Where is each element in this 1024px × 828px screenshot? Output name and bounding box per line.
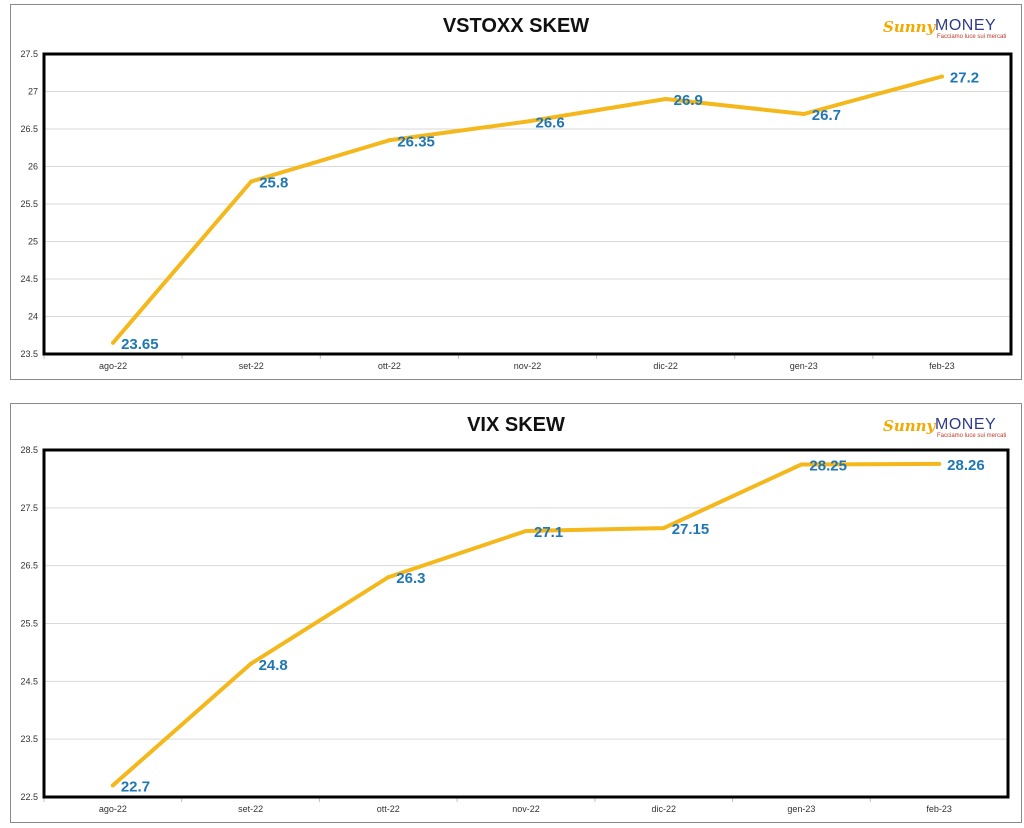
y-tick-label: 25.5: [20, 619, 38, 629]
data-label: 26.9: [674, 92, 703, 109]
data-label: 23.65: [121, 336, 159, 353]
data-label: 28.25: [809, 457, 847, 474]
data-point: [663, 97, 668, 101]
x-tick-label: feb-23: [926, 804, 952, 814]
x-tick-label: ago-22: [99, 804, 127, 814]
y-tick-label: 25: [28, 237, 38, 247]
data-point: [937, 461, 942, 466]
data-point: [249, 179, 254, 184]
logo-brand-right: MONEY: [935, 416, 997, 433]
y-tick-label: 24: [28, 312, 38, 322]
data-label: 26.3: [396, 570, 425, 587]
y-tick-label: 25.5: [20, 199, 38, 209]
vix-line-chart: 22.5 23.5 24.5 25.5 26.5 27.5 28.5 ago-22 set-22…: [20, 445, 1010, 814]
logo-brand-right: MONEY: [935, 17, 997, 34]
x-tick-label: ott-22: [378, 361, 401, 371]
sunny-money-logo: Sunny MONEY Facciamo luce sui mercati: [883, 416, 1007, 442]
data-label: 28.26: [947, 457, 985, 474]
y-tick-label: 27.5: [20, 503, 38, 513]
data-point: [524, 528, 528, 533]
data-label: 24.8: [259, 657, 288, 674]
y-tick-label: 24.5: [20, 274, 38, 284]
vix-chart-panel: VIX SKEW Sunny MONEY Facciamo luce sui m…: [10, 403, 1022, 823]
y-tick-label: 26: [28, 162, 38, 172]
vstoxx-chart-panel: VSTOXX SKEW Sunny MONEY Facciamo luce su…: [10, 4, 1022, 380]
y-tick-label: 24.5: [20, 676, 38, 686]
data-point: [110, 783, 115, 788]
y-tick-label: 28.5: [20, 445, 38, 455]
plot-area-border: [42, 448, 1010, 799]
data-point: [111, 340, 116, 345]
y-tick-label: 26.5: [20, 124, 38, 134]
data-label: 26.6: [536, 115, 565, 132]
x-tick-label: nov-22: [514, 361, 542, 371]
y-tick-label: 22.5: [20, 792, 38, 802]
data-label: 27.1: [534, 524, 563, 541]
vstoxx-line-chart: 23.5 24 24.5 25 25.5 26 26.5 27 27.5 ago-22 set-22…: [20, 49, 1013, 371]
chart-title: VIX SKEW: [467, 414, 565, 436]
series-line: [110, 461, 942, 788]
data-label: 25.8: [259, 175, 288, 192]
y-tick-label: 23.5: [20, 349, 38, 359]
x-tick-label: ott-22: [377, 804, 400, 814]
sunny-money-logo: Sunny MONEY Facciamo luce sui mercati: [883, 17, 1007, 43]
plot-area-border: [42, 52, 1013, 356]
x-tick-label: set-22: [239, 361, 264, 371]
data-point: [248, 661, 253, 666]
data-point: [386, 575, 391, 580]
data-point: [801, 112, 806, 116]
x-tick-label: nov-22: [512, 804, 540, 814]
chart-title: VSTOXX SKEW: [442, 15, 590, 37]
x-tick-label: set-22: [238, 804, 263, 814]
logo-tagline: Facciamo luce sui mercati: [937, 433, 1007, 439]
x-tick-label: dic-22: [651, 804, 676, 814]
logo-brand-left: Sunny: [883, 18, 936, 36]
data-point: [661, 526, 666, 531]
y-tick-label: 26.5: [20, 561, 38, 571]
data-label: 26.35: [397, 133, 435, 150]
y-tick-label: 27.5: [20, 49, 38, 59]
y-tick-label: 27: [28, 87, 38, 97]
x-tick-label: ago-22: [99, 361, 127, 371]
y-tick-label: 23.5: [20, 734, 38, 744]
logo-tagline: Facciamo luce sui mercati: [937, 34, 1007, 40]
data-label: 26.7: [812, 107, 841, 124]
data-label: 27.15: [672, 521, 710, 538]
data-point: [525, 119, 530, 124]
data-label: 22.7: [121, 778, 150, 795]
data-point: [799, 462, 804, 467]
x-tick-label: gen-23: [790, 361, 818, 371]
logo-brand-left: Sunny: [883, 417, 936, 435]
x-tick-label: dic-22: [653, 361, 678, 371]
data-label: 27.2: [950, 70, 979, 87]
data-point: [387, 138, 392, 143]
data-point: [939, 74, 944, 79]
x-tick-label: gen-23: [787, 804, 815, 814]
x-tick-label: feb-23: [929, 361, 955, 371]
